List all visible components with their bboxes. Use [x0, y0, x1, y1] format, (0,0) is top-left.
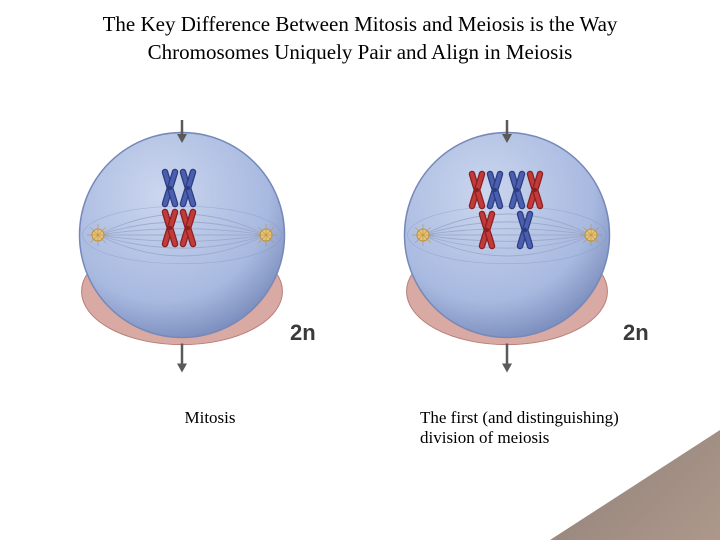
mitosis-caption: Mitosis	[150, 408, 270, 428]
mitosis-ploidy-label: 2n	[290, 320, 316, 346]
title-line-1: The Key Difference Between Mitosis and M…	[103, 12, 618, 36]
meiosis-caption: The first (and distinguishing) division …	[420, 408, 620, 449]
slide-title: The Key Difference Between Mitosis and M…	[30, 10, 690, 67]
meiosis-ploidy-label: 2n	[623, 320, 649, 346]
title-line-2: Chromosomes Uniquely Pair and Align in M…	[148, 40, 573, 64]
mitosis-diagram: 2n	[70, 120, 350, 380]
meiosis-diagram: 2n	[395, 120, 675, 380]
